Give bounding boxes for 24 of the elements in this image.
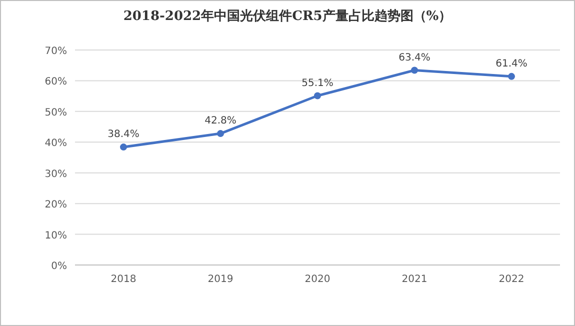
data-label: 55.1%	[302, 78, 334, 89]
point	[508, 72, 515, 80]
y-tick-label: 40%	[44, 138, 67, 150]
y-tick-label: 10%	[44, 230, 67, 242]
y-tick-label: 30%	[44, 168, 67, 180]
y-tick-label: 20%	[44, 200, 67, 211]
point	[120, 144, 127, 151]
x-tick-label: 2019	[208, 274, 234, 285]
data-label: 61.4%	[496, 58, 528, 70]
x-tick-label: 2021	[402, 274, 428, 285]
x-tick-label: 2018	[110, 274, 136, 285]
data-label: 63.4%	[398, 52, 430, 64]
data-label: 42.8%	[204, 116, 236, 127]
chart-title: 2018-2022年中国光伏组件CR5产量占比趋势图（%）	[123, 8, 452, 24]
y-tick-label: 0%	[51, 261, 67, 272]
x-tick-label: 2022	[498, 274, 524, 285]
point	[314, 92, 321, 100]
x-tick-label: 2020	[304, 274, 330, 285]
y-tick-label: 60%	[44, 76, 67, 88]
data-label: 38.4%	[108, 129, 140, 140]
point	[217, 130, 224, 138]
point	[411, 66, 418, 74]
y-tick-label: 70%	[44, 46, 67, 57]
y-tick-label: 50%	[44, 107, 67, 118]
